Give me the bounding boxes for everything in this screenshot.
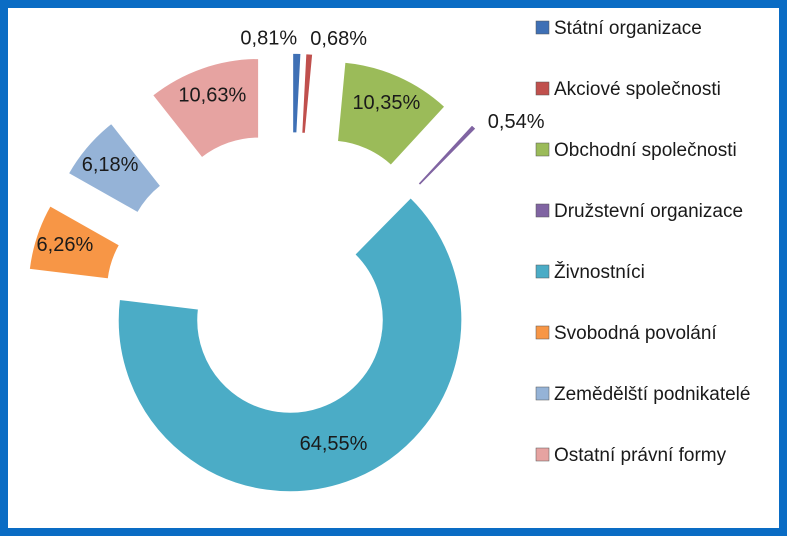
doughnut-segment — [291, 52, 302, 134]
data-label: 64,55% — [300, 433, 368, 455]
legend-swatch — [535, 386, 550, 401]
doughnut-segment — [300, 52, 314, 135]
doughnut-segment — [117, 196, 463, 493]
data-label: 10,63% — [178, 84, 246, 106]
data-label: 6,26% — [37, 234, 94, 256]
legend-label: Akciové společnosti — [554, 79, 721, 100]
legend-swatch — [535, 447, 550, 462]
legend-swatch — [535, 203, 550, 218]
legend-label: Obchodní společnosti — [554, 140, 737, 161]
legend-swatch — [535, 264, 550, 279]
legend-swatch — [535, 142, 550, 157]
legend-label: Ostatní právní formy — [554, 445, 727, 466]
doughnut-segment — [416, 123, 478, 187]
legend-swatch — [535, 325, 550, 340]
legend-label: Státní organizace — [554, 18, 702, 39]
legend-swatch — [535, 20, 550, 35]
data-label: 0,54% — [488, 111, 545, 133]
legend-label: Zemědělští podnikatelé — [554, 384, 750, 405]
data-label: 0,81% — [240, 27, 297, 49]
doughnut-segment — [151, 57, 260, 160]
legend-label: Živnostníci — [554, 261, 645, 283]
legend-swatch — [535, 81, 550, 96]
legend-label: Družstevní organizace — [554, 201, 743, 222]
legend-label: Svobodná povolání — [554, 323, 717, 344]
data-label: 10,35% — [352, 92, 420, 114]
doughnut-segment — [67, 122, 162, 214]
data-label: 6,18% — [82, 154, 139, 176]
doughnut-segment — [336, 61, 447, 167]
data-label: 0,68% — [310, 28, 367, 50]
doughnut-segment — [28, 204, 121, 281]
